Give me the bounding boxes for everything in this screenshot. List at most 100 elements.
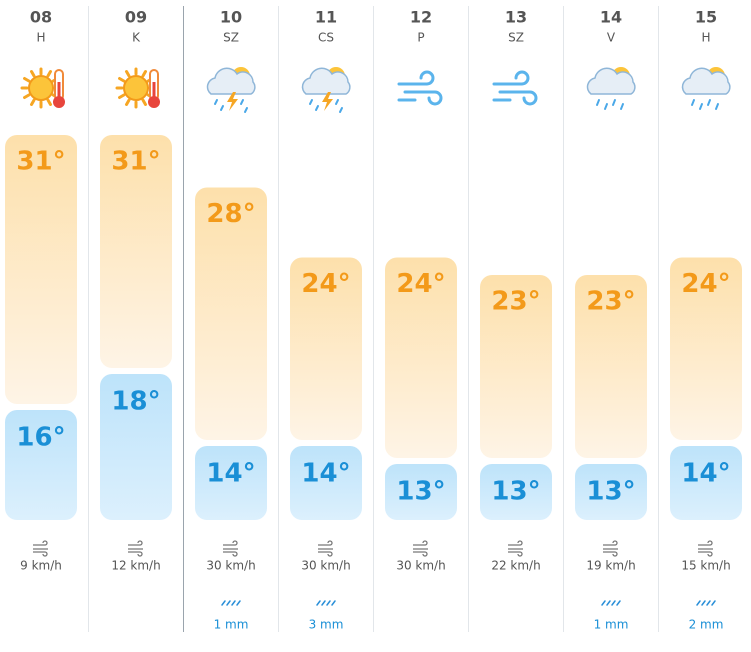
drop xyxy=(326,600,331,606)
low-temp: 13° xyxy=(586,477,635,507)
drop xyxy=(596,99,600,106)
sun-ray xyxy=(118,77,126,83)
weekday: H xyxy=(701,31,710,45)
rain-amount: 1 mm xyxy=(594,618,629,632)
drop xyxy=(711,600,716,606)
date: 10 xyxy=(220,8,242,27)
drop xyxy=(220,105,224,111)
drop xyxy=(612,99,616,106)
rain-amount: 1 mm xyxy=(214,618,249,632)
drop xyxy=(604,103,608,110)
bolt xyxy=(227,92,238,111)
weather-icon xyxy=(206,67,256,113)
drop xyxy=(715,103,719,110)
wind-speed: 22 km/h xyxy=(491,559,540,573)
drop xyxy=(706,600,711,606)
sun xyxy=(28,75,54,101)
high-temp: 24° xyxy=(681,269,730,299)
wind-speed: 9 km/h xyxy=(20,559,62,573)
high-temp: 24° xyxy=(301,269,350,299)
high-bar xyxy=(385,257,457,458)
bolt xyxy=(322,92,333,111)
drop xyxy=(244,107,248,113)
sun-ray xyxy=(23,77,31,83)
drop xyxy=(601,600,606,606)
low-bar xyxy=(195,446,267,520)
drop xyxy=(606,600,611,606)
sun-ray xyxy=(125,98,131,106)
sun-ray xyxy=(30,70,36,78)
drop xyxy=(611,600,616,606)
sun-ray xyxy=(30,98,36,106)
thermometer-bulb xyxy=(148,96,160,108)
thermometer-bulb xyxy=(53,96,65,108)
drop xyxy=(696,600,701,606)
weekday: SZ xyxy=(508,31,524,45)
weekday: CS xyxy=(318,31,334,45)
drop xyxy=(309,99,313,105)
high-bar xyxy=(5,135,77,404)
drop xyxy=(701,600,706,606)
sun-ray xyxy=(125,70,131,78)
low-temp: 14° xyxy=(681,459,730,489)
weekday: H xyxy=(36,31,45,45)
wind-icon xyxy=(33,540,48,557)
weather-icon xyxy=(681,67,731,110)
high-bar xyxy=(195,187,267,440)
wind-line xyxy=(223,540,238,557)
drop xyxy=(335,99,339,105)
wind-icon xyxy=(413,540,428,557)
wind-line xyxy=(508,540,523,557)
wind-speed: 15 km/h xyxy=(681,559,730,573)
wind-icon xyxy=(603,540,618,557)
sun-ray xyxy=(141,98,147,106)
drop xyxy=(321,600,326,606)
drop xyxy=(331,600,336,606)
drop xyxy=(236,600,241,606)
date: 09 xyxy=(125,8,147,27)
weekday: K xyxy=(132,31,141,45)
low-bar xyxy=(385,464,457,520)
date: 11 xyxy=(315,8,337,27)
thermometer-fill xyxy=(57,82,61,100)
drop xyxy=(616,600,621,606)
cloud xyxy=(586,67,636,95)
drop xyxy=(240,99,244,105)
sun xyxy=(123,75,149,101)
cloud xyxy=(301,67,351,95)
high-bar xyxy=(670,257,742,440)
sun-ray xyxy=(118,93,126,99)
weekday: P xyxy=(417,31,424,45)
high-temp: 23° xyxy=(586,287,635,317)
date: 15 xyxy=(695,8,717,27)
wind-speed: 30 km/h xyxy=(396,559,445,573)
drop xyxy=(691,99,695,106)
wind-line xyxy=(413,540,428,557)
low-bar xyxy=(575,464,647,520)
drop xyxy=(226,600,231,606)
low-bar xyxy=(480,464,552,520)
weather-icon xyxy=(397,70,443,106)
weather-icon xyxy=(20,67,65,109)
date: 12 xyxy=(410,8,432,27)
weather-icon xyxy=(301,67,351,113)
high-temp: 28° xyxy=(206,199,255,229)
rain-icon xyxy=(221,600,241,606)
high-bar xyxy=(575,275,647,458)
low-temp: 18° xyxy=(111,387,160,417)
rain-icon xyxy=(601,600,621,606)
low-temp: 14° xyxy=(206,459,255,489)
sun-ray xyxy=(141,70,147,78)
rain-amount: 2 mm xyxy=(689,618,724,632)
wind-line xyxy=(698,540,713,557)
high-temp: 31° xyxy=(111,147,160,177)
low-temp: 13° xyxy=(396,477,445,507)
wind-line xyxy=(397,70,435,86)
low-temp: 13° xyxy=(491,477,540,507)
rain-icon xyxy=(696,600,716,606)
drop xyxy=(707,99,711,106)
weather-icon xyxy=(586,67,636,110)
thermometer-fill xyxy=(152,82,156,100)
drop xyxy=(339,107,343,113)
